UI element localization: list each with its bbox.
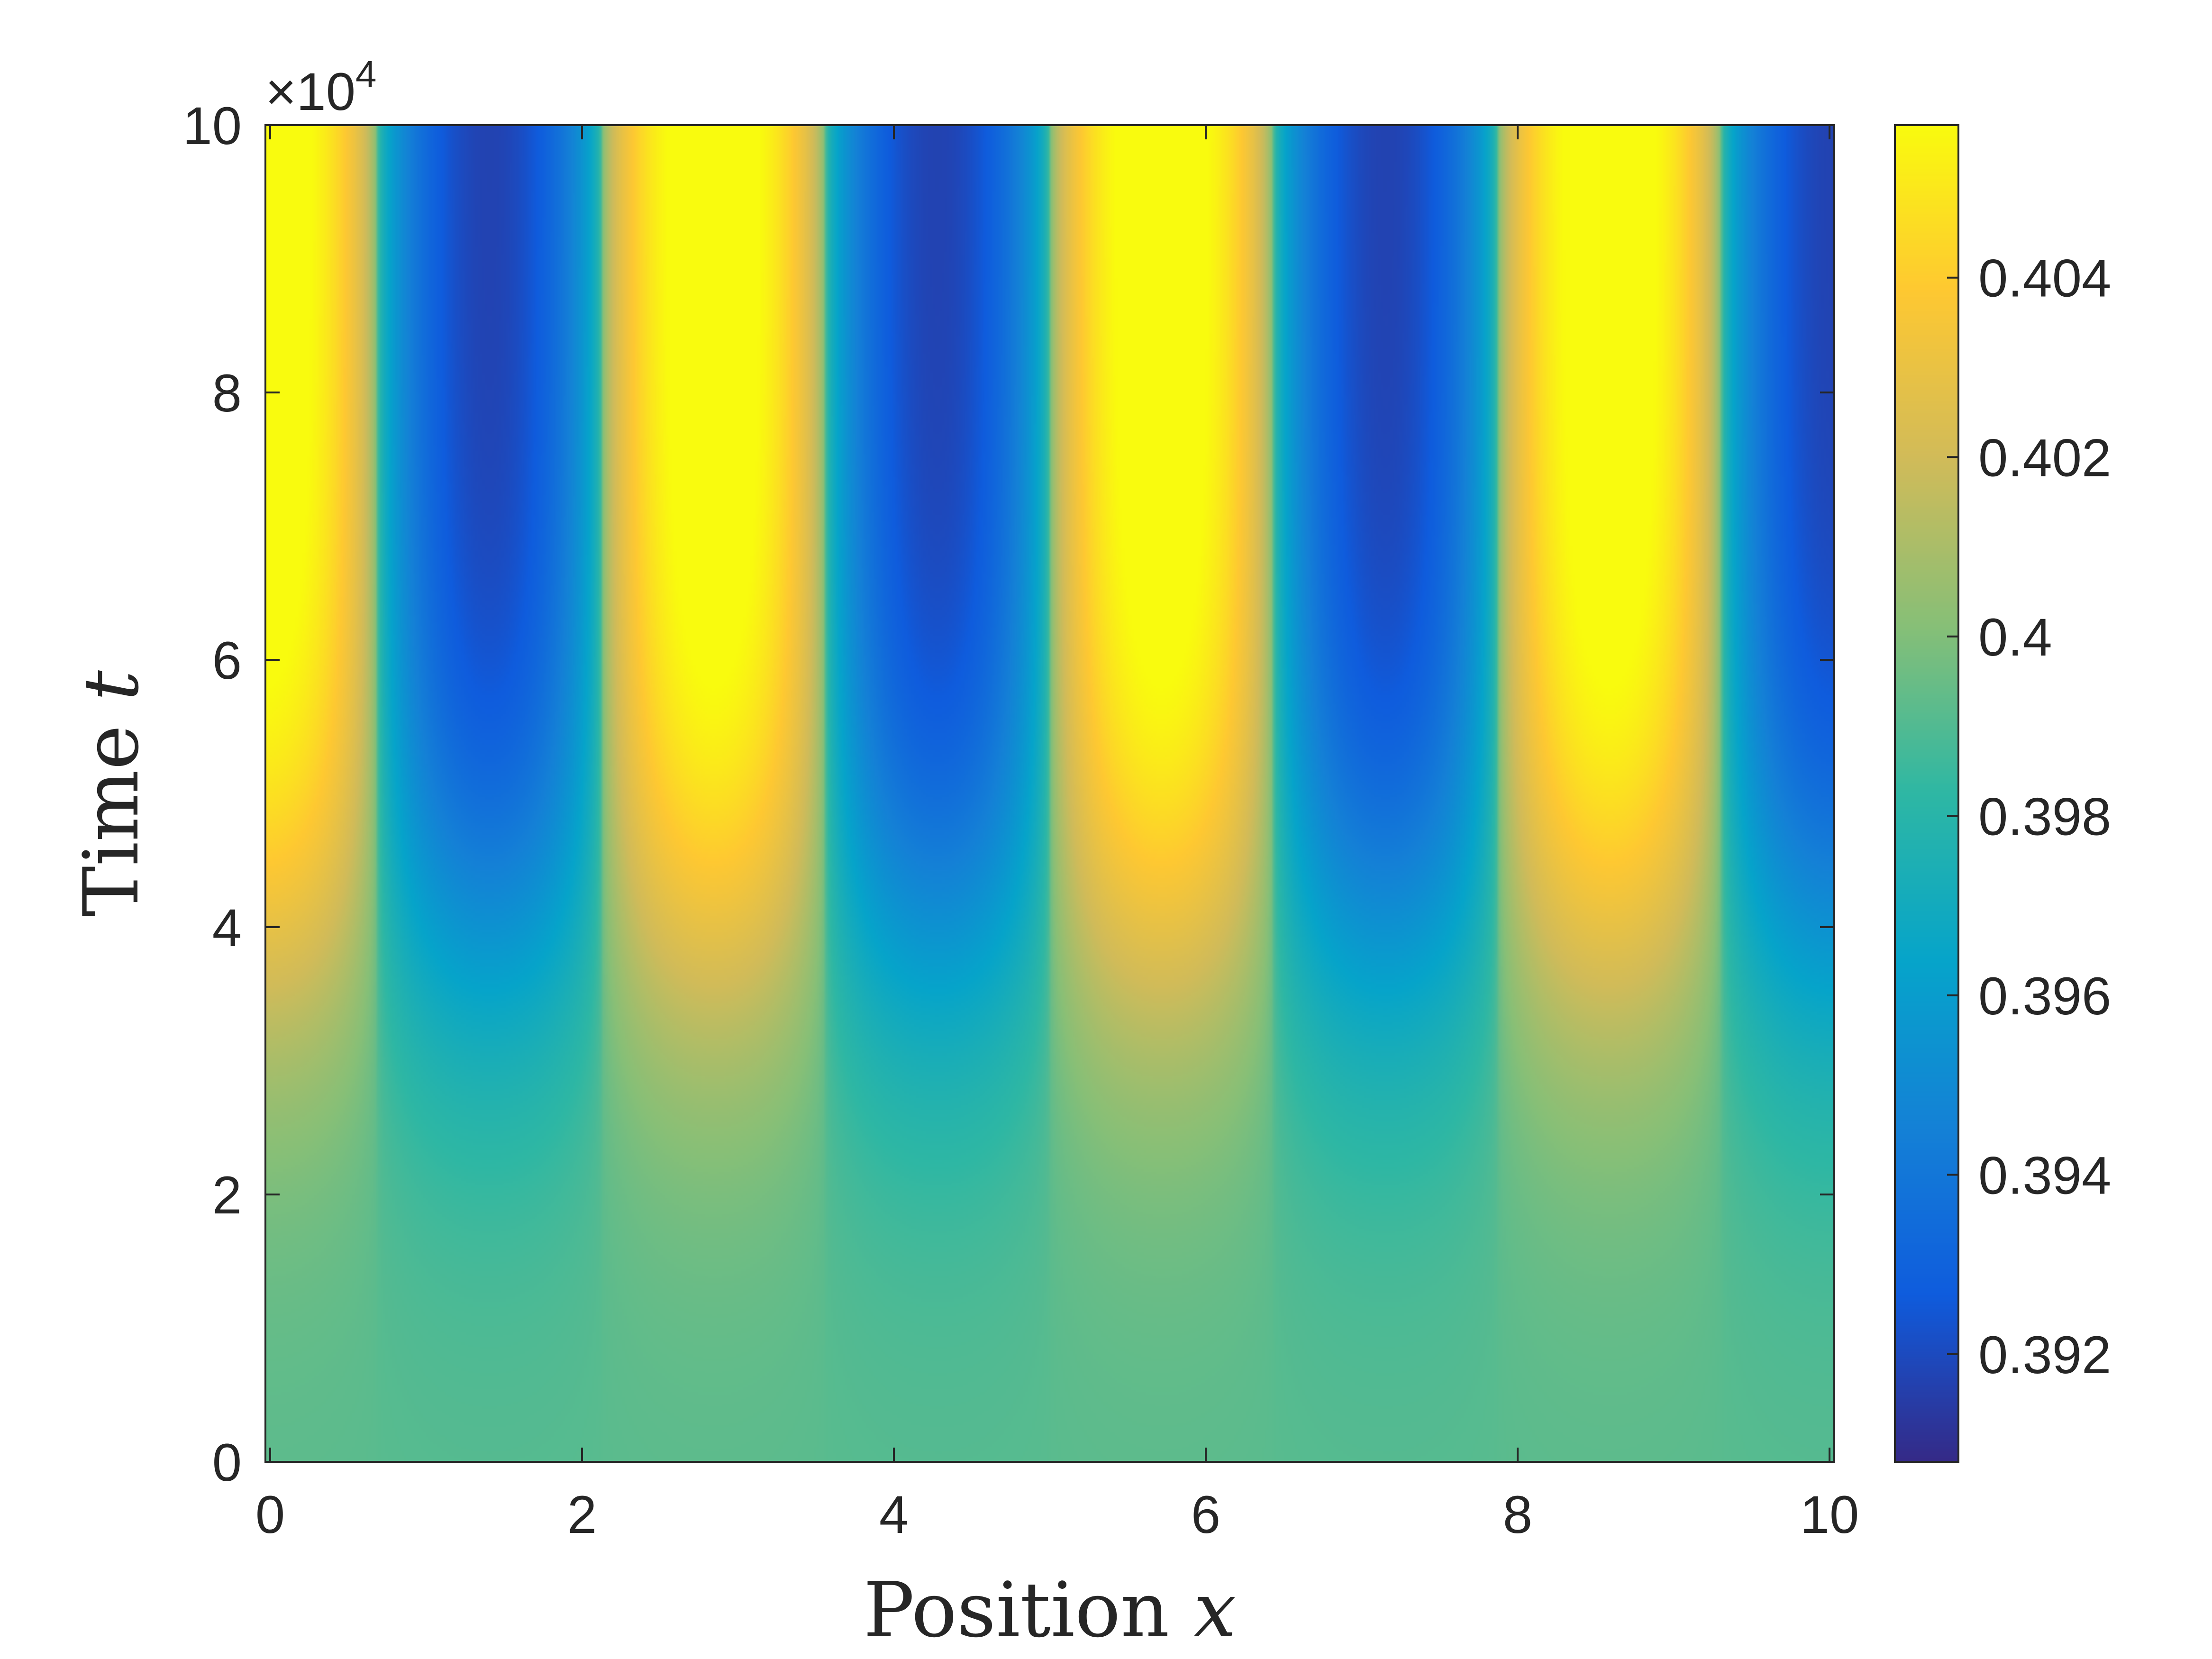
y-axis-title: Time t (67, 670, 155, 917)
colorbar-tick-label: 0.396 (1978, 966, 2111, 1026)
colorbar-tick-label: 0.404 (1978, 249, 2111, 308)
x-tick-label: 6 (1191, 1485, 1220, 1544)
colorbar-ticks: 0.392 0.394 0.396 0.398 0.4 0.402 0.404 (1947, 249, 2111, 1385)
y-axis-ticks: 0 2 4 6 8 10 (182, 96, 1834, 1492)
colorbar-image (1895, 125, 1958, 1462)
y-tick-label: 0 (212, 1433, 242, 1492)
x-axis-title: Position x (864, 1566, 1237, 1654)
x-tick-label: 2 (567, 1485, 597, 1544)
plot-border (264, 124, 1835, 1463)
plot-frame (264, 124, 1959, 1463)
colorbar-tick-label: 0.4 (1978, 608, 2052, 667)
x-axis-ticks: 0 2 4 6 8 10 (255, 125, 1859, 1544)
colorbar-tick-label: 0.394 (1978, 1146, 2111, 1205)
x-tick-label: 4 (879, 1485, 909, 1544)
colorbar-tick-label: 0.398 (1978, 787, 2111, 846)
y-exponent-label: ×104 (265, 53, 376, 121)
x-tick-label: 10 (1800, 1485, 1859, 1544)
y-tick-label: 4 (212, 898, 242, 957)
colorbar-tick-label: 0.402 (1978, 428, 2111, 487)
y-tick-label: 2 (212, 1166, 242, 1225)
x-tick-label: 0 (255, 1485, 285, 1544)
x-tick-label: 8 (1503, 1485, 1532, 1544)
y-tick-label: 10 (182, 96, 242, 155)
heatmap-image (265, 125, 1834, 1462)
colorbar-tick-label: 0.392 (1978, 1325, 2111, 1385)
y-tick-label: 6 (212, 631, 242, 690)
y-tick-label: 8 (212, 364, 242, 423)
colorbar-border (1894, 124, 1959, 1463)
